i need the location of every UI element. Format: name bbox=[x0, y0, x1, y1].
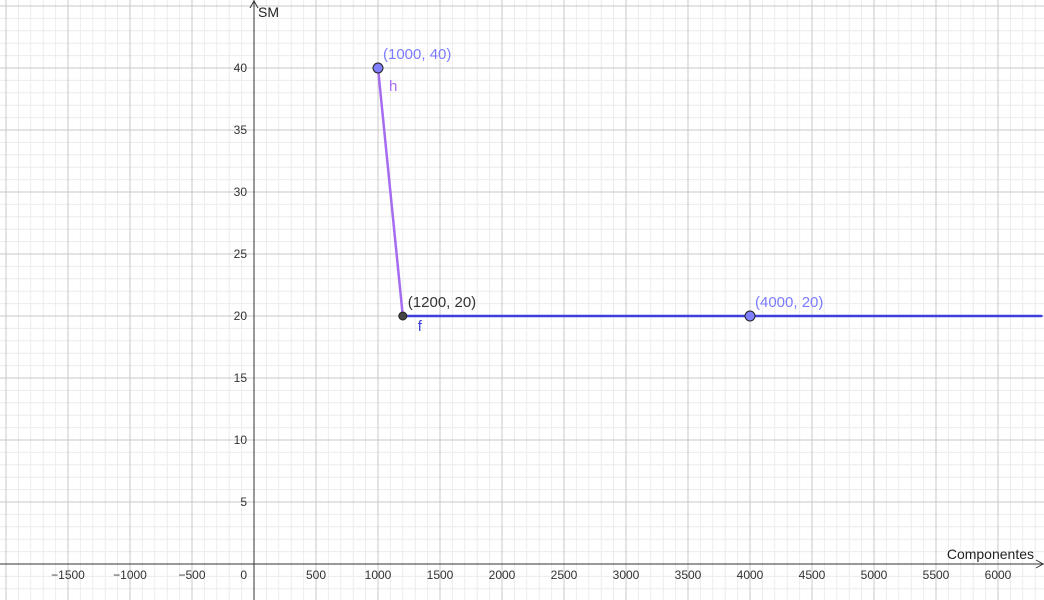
annotations: h f (1000, 40) (1200, 20) (4000, 20) bbox=[383, 46, 823, 335]
series-line-h[interactable] bbox=[376, 66, 405, 318]
x-tick-label: 4000 bbox=[737, 568, 764, 582]
series-label-h: h bbox=[389, 78, 397, 95]
series-lines[interactable] bbox=[376, 66, 1043, 318]
x-tick-label: 2000 bbox=[489, 568, 516, 582]
x-tick-label: −1000 bbox=[113, 568, 147, 582]
y-tick-label: 10 bbox=[234, 433, 248, 447]
point-label: (4000, 20) bbox=[755, 294, 823, 311]
x-tick-label: 3000 bbox=[613, 568, 640, 582]
origin-label: 0 bbox=[240, 568, 247, 582]
y-tick-label: 20 bbox=[234, 309, 248, 323]
x-tick-label: 5500 bbox=[923, 568, 950, 582]
y-tick-label: 5 bbox=[240, 495, 247, 509]
y-tick-label: 30 bbox=[234, 185, 248, 199]
data-points[interactable] bbox=[372, 62, 756, 322]
y-tick-label: 35 bbox=[234, 123, 248, 137]
y-tick-label: 15 bbox=[234, 371, 248, 385]
x-tick-label: 1500 bbox=[427, 568, 454, 582]
y-tick-label: 40 bbox=[234, 61, 248, 75]
tick-labels: −1500 −1000 −500 500 1000 1500 2000 2500 3000 350… bbox=[51, 4, 1034, 582]
x-tick-label: −500 bbox=[178, 568, 205, 582]
x-tick-label: 500 bbox=[306, 568, 326, 582]
x-tick-label: 3500 bbox=[675, 568, 702, 582]
x-tick-label: 5000 bbox=[861, 568, 888, 582]
point-label: (1000, 40) bbox=[383, 46, 451, 63]
data-point[interactable] bbox=[744, 310, 756, 322]
data-point[interactable] bbox=[372, 62, 384, 74]
point-label: (1200, 20) bbox=[408, 294, 476, 311]
x-tick-label: −1500 bbox=[51, 568, 85, 582]
x-tick-label: 2500 bbox=[551, 568, 578, 582]
data-point[interactable] bbox=[398, 311, 408, 321]
x-axis-arrow bbox=[1035, 559, 1044, 569]
y-axis-arrow bbox=[249, 0, 259, 9]
y-axis-title: SM bbox=[258, 4, 279, 20]
x-tick-label: 1000 bbox=[365, 568, 392, 582]
series-label-f: f bbox=[418, 318, 423, 335]
x-tick-label: 4500 bbox=[799, 568, 826, 582]
x-tick-label: 6000 bbox=[985, 568, 1012, 582]
y-tick-label: 25 bbox=[234, 247, 248, 261]
x-axis-title: Componentes bbox=[947, 546, 1034, 562]
